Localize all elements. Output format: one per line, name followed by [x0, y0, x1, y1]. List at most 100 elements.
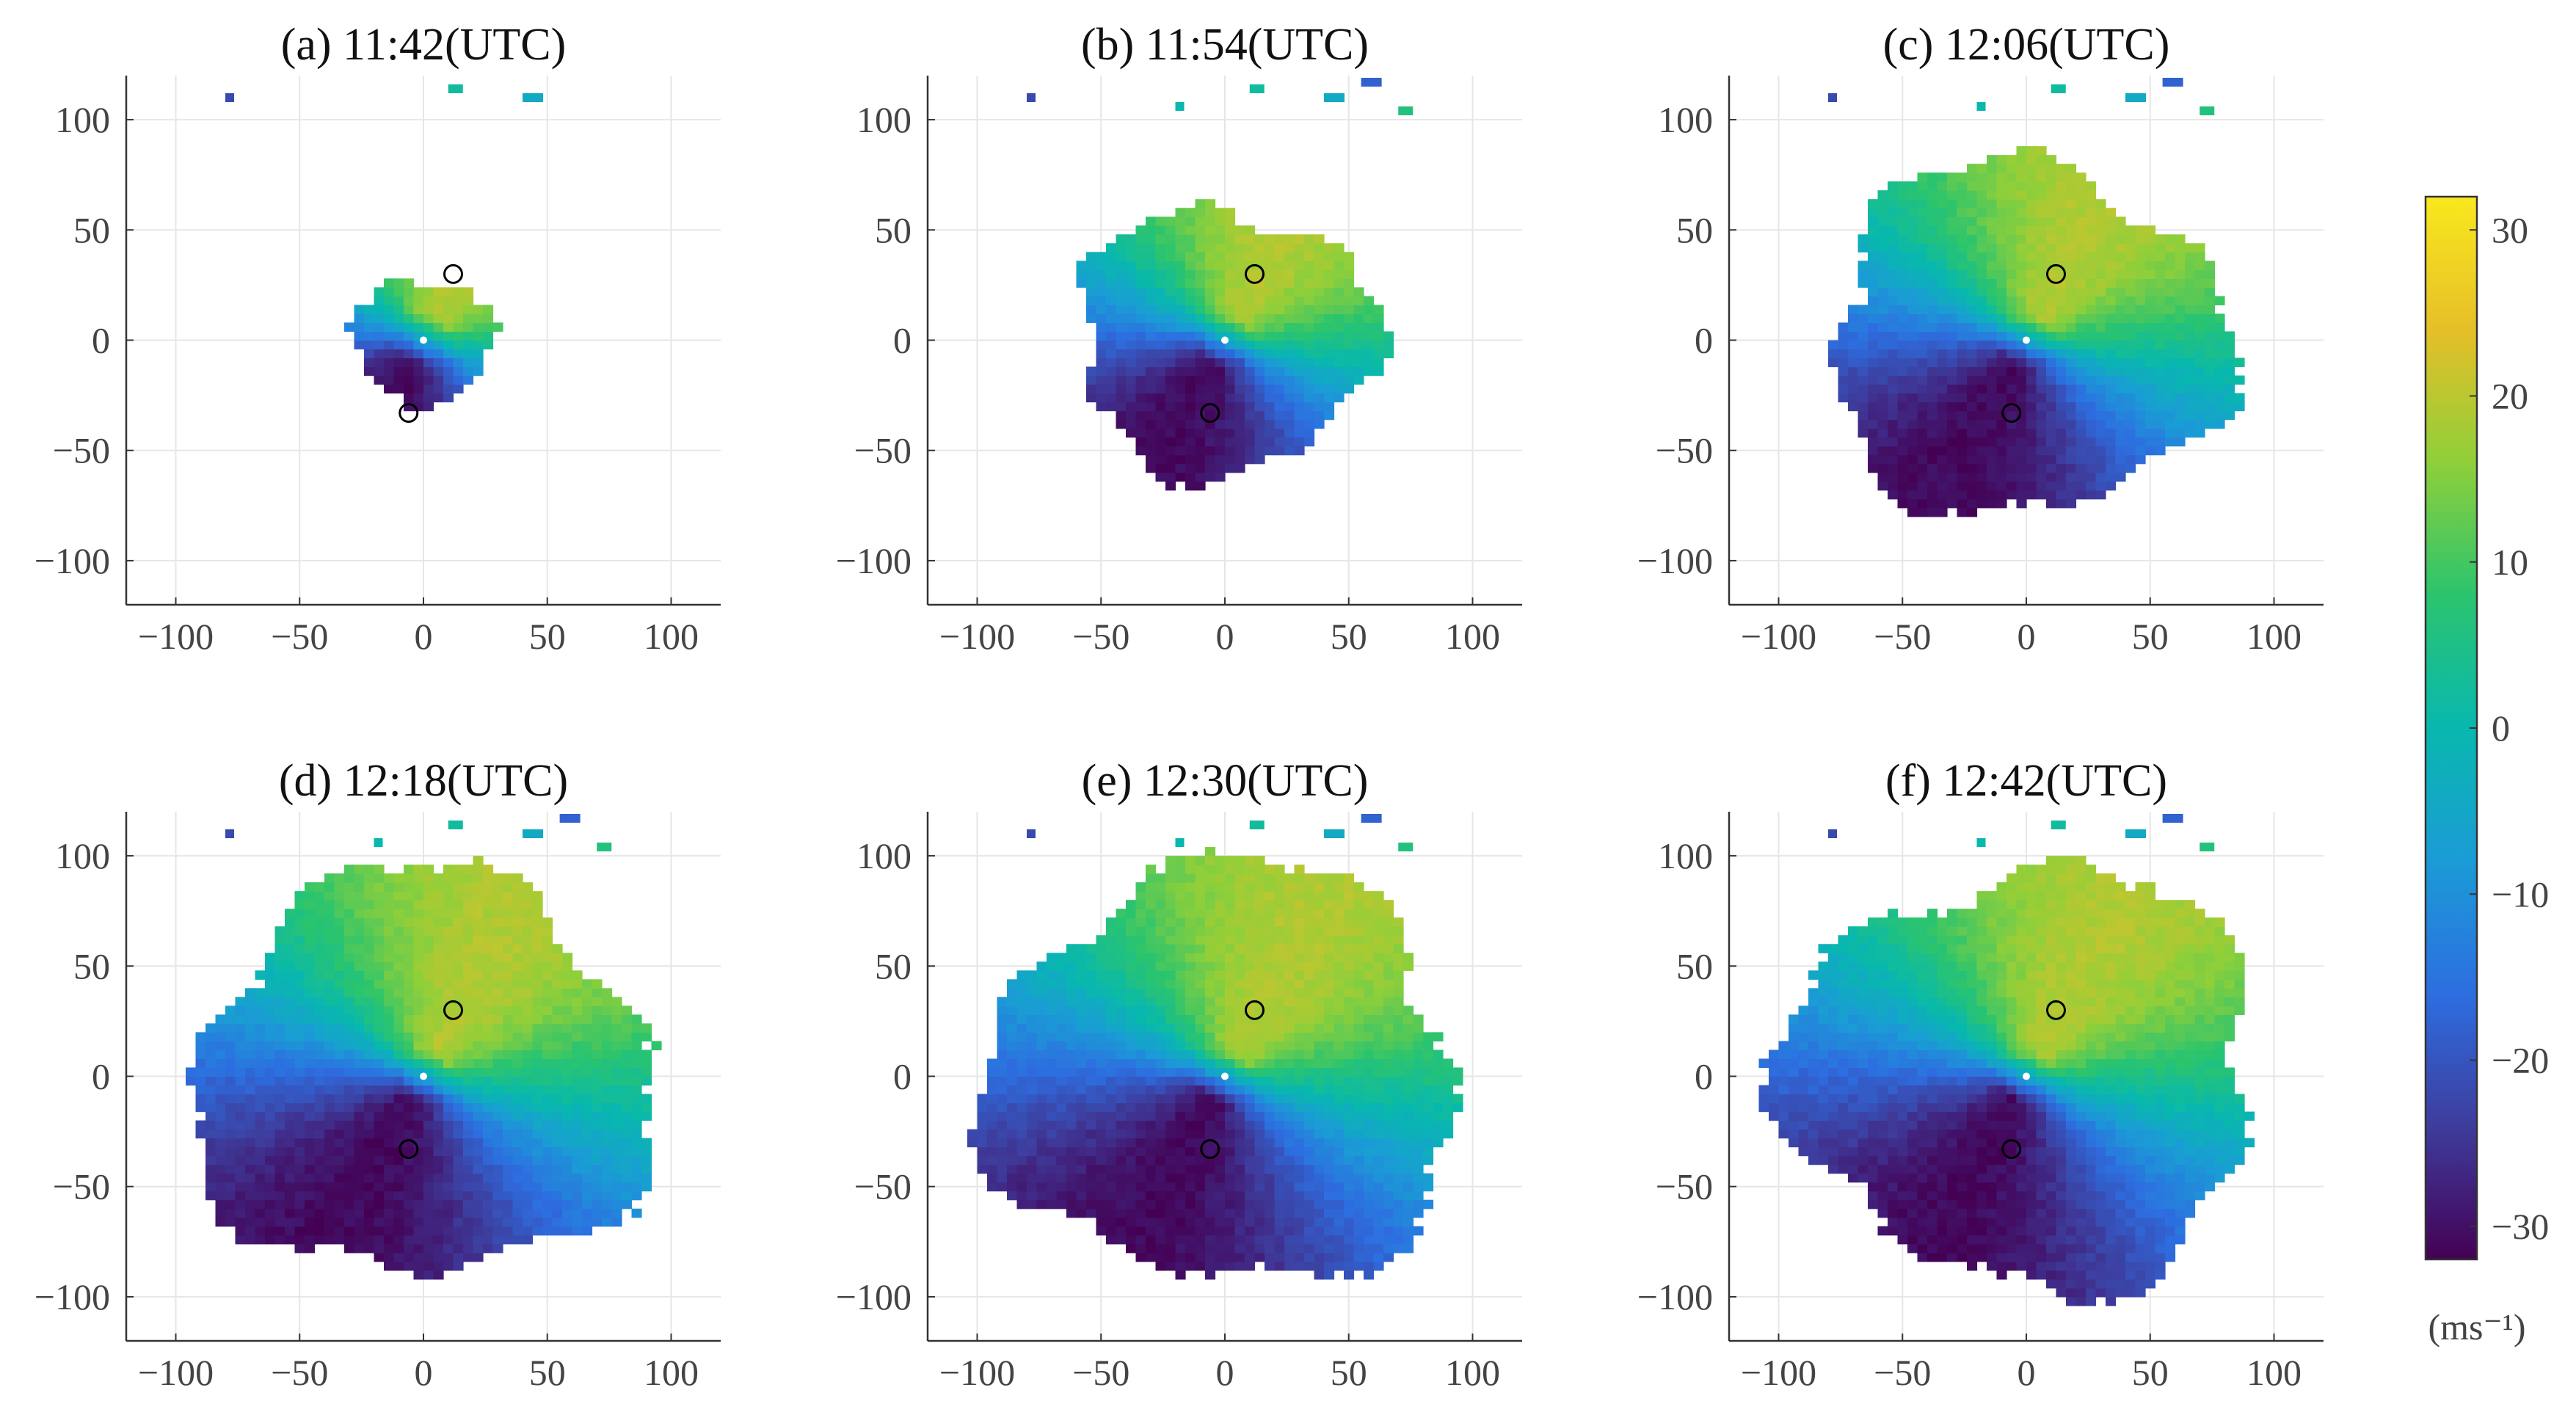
velocity-cell [1126, 322, 1137, 332]
velocity-cell [483, 1129, 494, 1139]
velocity-cell [443, 882, 454, 892]
velocity-cell [1155, 1173, 1166, 1183]
velocity-cell [195, 1032, 206, 1042]
velocity-cell [492, 1199, 503, 1210]
velocity-cell [2214, 410, 2225, 421]
velocity-cell [1957, 490, 1968, 500]
velocity-cell [305, 1182, 316, 1192]
velocity-cell [2056, 437, 2067, 447]
velocity-cell [1146, 1252, 1157, 1262]
velocity-cell [1056, 953, 1067, 962]
velocity-cell [1234, 1164, 1245, 1174]
velocity-cell [1007, 1120, 1018, 1130]
velocity-cell [2086, 296, 2097, 306]
velocity-cell [1274, 357, 1285, 368]
velocity-cell [1304, 322, 1315, 332]
velocity-cell [1135, 1120, 1146, 1130]
velocity-cell [1888, 366, 1899, 377]
velocity-cell [1185, 926, 1196, 936]
velocity-cell [582, 1190, 593, 1201]
y-tick-label: 0 [92, 320, 110, 361]
velocity-cell [1195, 234, 1206, 244]
velocity-cell [2036, 375, 2047, 385]
velocity-cell [364, 1155, 375, 1165]
y-tick-label: −100 [34, 540, 110, 581]
velocity-cell [572, 1129, 583, 1139]
velocity-cell [344, 1129, 355, 1139]
velocity-cell [1116, 1120, 1127, 1130]
velocity-cell [1016, 979, 1027, 989]
velocity-cell [374, 357, 385, 368]
velocity-cell [1225, 882, 1236, 892]
velocity-cell [2016, 366, 2027, 377]
velocity-cell [2106, 217, 2117, 226]
velocity-cell [2194, 252, 2205, 261]
velocity-cell [2095, 437, 2106, 447]
velocity-cell [1135, 1155, 1146, 1165]
velocity-cell [1234, 944, 1245, 953]
velocity-cell [597, 843, 612, 852]
velocity-cell [1116, 331, 1127, 341]
velocity-cell [532, 1146, 543, 1157]
velocity-cell [334, 1182, 345, 1192]
velocity-cell [542, 1138, 553, 1148]
velocity-cell [393, 1032, 404, 1042]
velocity-cell [1175, 882, 1186, 892]
velocity-cell [1364, 331, 1375, 341]
velocity-cell [1056, 1076, 1067, 1086]
velocity-cell [1848, 340, 1859, 350]
velocity-cell [1185, 208, 1196, 217]
velocity-cell [1868, 331, 1879, 341]
marker-circle [1200, 403, 1220, 423]
velocity-cell [1245, 1094, 1256, 1104]
velocity-cell [2115, 454, 2126, 465]
velocity-cell [393, 900, 404, 909]
velocity-cell [1205, 234, 1216, 244]
velocity-cell [2115, 445, 2126, 456]
velocity-cell [2016, 481, 2027, 491]
velocity-cell [1036, 1094, 1047, 1104]
velocity-cell [1284, 437, 1295, 447]
velocity-cell [1373, 322, 1384, 332]
velocity-cell [2046, 164, 2057, 173]
velocity-cell [423, 1217, 434, 1227]
velocity-cell [255, 1014, 266, 1024]
y-tick-label: 50 [73, 945, 110, 986]
velocity-cell [2086, 393, 2097, 403]
velocity-cell [1294, 261, 1305, 270]
velocity-cell [2026, 481, 2037, 491]
velocity-cell [413, 1252, 424, 1262]
velocity-cell [443, 322, 454, 332]
velocity-cell [1036, 1050, 1047, 1060]
velocity-cell [1937, 287, 1948, 297]
velocity-cell [1155, 1094, 1166, 1104]
x-tick-label: −100 [138, 616, 214, 657]
velocity-cell [453, 979, 464, 989]
velocity-cell [1106, 1129, 1117, 1139]
velocity-cell [473, 926, 484, 936]
velocity-cell [1888, 472, 1899, 482]
velocity-cell [2145, 357, 2156, 368]
velocity-cell [1146, 305, 1157, 315]
velocity-cell [1265, 305, 1276, 315]
y-tick-label: −50 [1656, 430, 1713, 471]
velocity-cell [453, 917, 464, 927]
velocity-cell [1175, 1129, 1186, 1139]
velocity-cell [2036, 155, 2047, 164]
velocity-cell [1314, 243, 1325, 252]
velocity-cell [1304, 287, 1315, 297]
velocity-cell [1245, 1058, 1256, 1069]
velocity-cell [443, 1252, 454, 1262]
velocity-cell [473, 1058, 484, 1069]
velocity-cell [2095, 410, 2106, 421]
velocity-cell [2155, 384, 2166, 394]
velocity-cell [2185, 305, 2196, 315]
velocity-cell [404, 296, 415, 306]
velocity-cell [1254, 331, 1265, 341]
velocity-cell [1254, 375, 1265, 385]
velocity-cell [1205, 917, 1216, 927]
velocity-cell [393, 366, 404, 377]
velocity-cell [1937, 481, 1948, 491]
velocity-cell [1146, 1076, 1157, 1086]
velocity-cell [384, 1050, 395, 1060]
